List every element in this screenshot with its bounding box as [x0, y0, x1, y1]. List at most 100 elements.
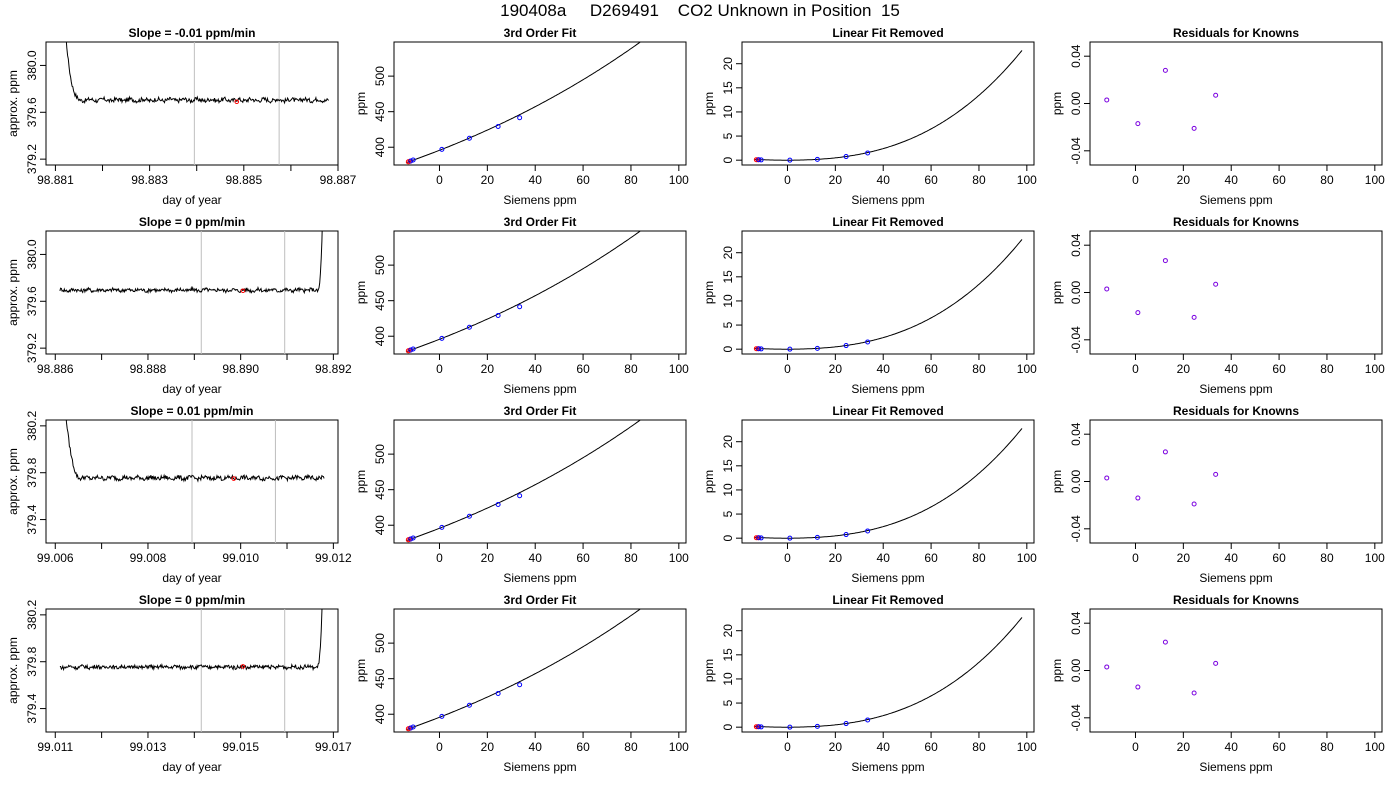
- x-tick-label: 60: [924, 551, 938, 565]
- standard-point: [410, 724, 416, 730]
- y-axis-label: ppm: [354, 281, 368, 304]
- x-tick-label: 20: [1177, 173, 1191, 187]
- x-tick-label: 20: [481, 173, 495, 187]
- x-tick-label: 0: [1132, 740, 1139, 754]
- residual-point: [1162, 449, 1168, 455]
- y-tick-label: 0.00: [1069, 280, 1083, 304]
- plot-title: Slope = -0.01 ppm/min: [128, 26, 255, 40]
- x-axis-label: Siemens ppm: [851, 193, 924, 207]
- plot-frame: [393, 419, 687, 544]
- x-tick-label: 100: [1017, 740, 1037, 754]
- standard-point: [758, 157, 764, 163]
- plot-title: Residuals for Knowns: [1173, 593, 1299, 607]
- x-tick-label: 80: [624, 362, 638, 376]
- y-tick-label: 379.6: [25, 286, 39, 316]
- y-tick-label: 0.04: [1069, 422, 1083, 446]
- x-tick-label: 20: [1177, 551, 1191, 565]
- residual-point: [1135, 121, 1141, 127]
- y-tick-label: 400: [373, 137, 387, 157]
- y-tick-label: 0: [721, 535, 735, 542]
- x-tick-label: 98.890: [222, 362, 259, 376]
- sample-marker: [240, 288, 246, 294]
- fit-curve: [405, 42, 642, 164]
- plot-title: Residuals for Knowns: [1173, 26, 1299, 40]
- plot-panel-time-series-4: Slope = 0 ppm/min 99.011 99.013 99.015 99.01…: [6, 593, 352, 774]
- plot-title: 3rd Order Fit: [504, 215, 577, 229]
- fit-curve: [405, 420, 642, 542]
- plot-panel-time-series-3: Slope = 0.01 ppm/min 99.006 99.008 99.010 99…: [6, 404, 352, 585]
- y-tick-label: 380.2: [25, 411, 39, 441]
- x-tick-label: 60: [576, 551, 590, 565]
- plot-panel-fit-3: 3rd Order Fit 0 20 40 60 80 100 400 450 500 Siemen…: [354, 404, 689, 585]
- plot-frame: [1089, 41, 1383, 166]
- plot-title: Slope = 0 ppm/min: [139, 593, 245, 607]
- plot-panel-linear-removed-1: Linear Fit Removed 0 20 40 60 80 100 0 5 10 15 20 Si…: [702, 26, 1037, 207]
- residual-point: [1104, 286, 1110, 292]
- standard-point: [410, 535, 416, 541]
- unknown-point: [753, 346, 759, 352]
- x-axis-label: Siemens ppm: [851, 571, 924, 585]
- fit-curve: [405, 609, 642, 731]
- plot-frame: [1089, 230, 1383, 355]
- x-tick-label: 98.885: [225, 173, 262, 187]
- y-tick-label: 5: [721, 321, 735, 328]
- x-tick-label: 0: [784, 740, 791, 754]
- x-tick-label: 99.015: [222, 740, 259, 754]
- y-tick-label: 0.04: [1069, 233, 1083, 257]
- residual-point: [1162, 639, 1168, 645]
- x-tick-label: 80: [1320, 551, 1334, 565]
- standard-point: [495, 501, 501, 507]
- standard-point: [756, 724, 762, 730]
- y-tick-label: 5: [721, 132, 735, 139]
- standard-point: [410, 346, 416, 352]
- x-tick-label: 98.887: [320, 173, 357, 187]
- y-tick-label: 450: [373, 668, 387, 688]
- standard-point: [439, 335, 445, 341]
- x-tick-label: 100: [1017, 362, 1037, 376]
- sample-marker: [231, 476, 237, 481]
- standard-point: [466, 135, 472, 141]
- x-axis-label: Siemens ppm: [503, 571, 576, 585]
- plot-title: Residuals for Knowns: [1173, 404, 1299, 418]
- x-tick-label: 100: [1365, 173, 1385, 187]
- x-axis-label: Siemens ppm: [851, 382, 924, 396]
- standard-point: [408, 347, 414, 353]
- x-tick-label: 60: [1272, 362, 1286, 376]
- x-tick-label: 99.008: [130, 551, 167, 565]
- residual-point: [1104, 97, 1110, 103]
- standard-point: [495, 312, 501, 318]
- plot-panel-fit-1: 3rd Order Fit 0 20 40 60 80 100 400 450 500 Siemen…: [354, 26, 689, 207]
- x-tick-label: 20: [829, 173, 843, 187]
- x-tick-label: 80: [1320, 173, 1334, 187]
- y-tick-label: 0.04: [1069, 611, 1083, 635]
- x-tick-label: 99.013: [130, 740, 167, 754]
- y-tick-label: 0.00: [1069, 469, 1083, 493]
- standard-point: [408, 158, 414, 164]
- x-tick-label: 98.883: [131, 173, 168, 187]
- standard-point: [787, 346, 793, 352]
- y-tick-label: -0.04: [1069, 704, 1083, 732]
- residual-point: [1191, 501, 1197, 507]
- y-tick-label: 15: [721, 270, 735, 284]
- fit-curve: [753, 428, 1023, 539]
- x-tick-label: 40: [877, 551, 891, 565]
- x-tick-label: 60: [576, 173, 590, 187]
- unknown-point: [753, 157, 759, 163]
- x-axis-label: Siemens ppm: [503, 382, 576, 396]
- y-tick-label: 0: [721, 724, 735, 731]
- plot-title: Slope = 0 ppm/min: [139, 215, 245, 229]
- y-axis-label: approx. ppm: [6, 70, 20, 137]
- y-tick-label: 0.00: [1069, 658, 1083, 682]
- plot-frame: [741, 230, 1035, 355]
- x-tick-label: 40: [1225, 551, 1239, 565]
- x-tick-label: 0: [1132, 173, 1139, 187]
- x-tick-label: 60: [924, 362, 938, 376]
- residual-point: [1104, 475, 1110, 481]
- plot-title: Slope = 0.01 ppm/min: [130, 404, 253, 418]
- x-tick-label: 98.886: [37, 362, 74, 376]
- residual-point: [1191, 125, 1197, 131]
- plot-panel-residuals-1: Residuals for Knowns 0 20 40 60 80 100 -0.04 0.0…: [1050, 26, 1385, 207]
- standard-point: [814, 345, 820, 351]
- x-tick-label: 80: [624, 551, 638, 565]
